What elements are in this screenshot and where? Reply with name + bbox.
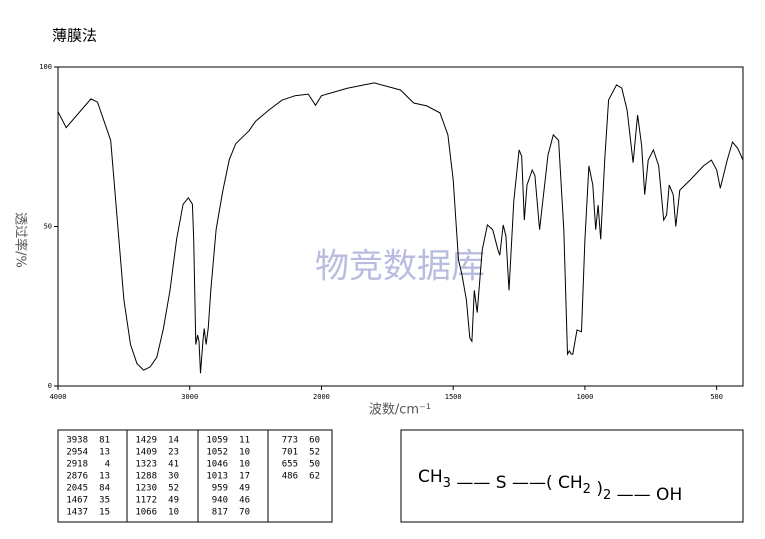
peak-wavenumber: 3938 (66, 436, 88, 446)
peak-wavenumber: 1230 (135, 484, 157, 494)
peak-transmittance: 49 (239, 484, 250, 494)
formula-part: 2 (603, 488, 611, 503)
peak-wavenumber: 1059 (206, 436, 228, 446)
peak-transmittance: 35 (99, 496, 110, 506)
chart-title: 薄膜法 (52, 27, 97, 45)
formula-part: CH (418, 467, 443, 487)
peak-wavenumber: 773 (282, 436, 298, 446)
formula-frame (400, 429, 744, 523)
peak-transmittance: 41 (168, 460, 179, 470)
peak-wavenumber: 959 (212, 484, 228, 494)
y-tick-label: 0 (48, 382, 52, 390)
peak-transmittance: 10 (239, 448, 250, 458)
peak-transmittance: 23 (168, 448, 179, 458)
y-tick-label: 100 (39, 63, 52, 71)
watermark: 物竞数据库 (315, 247, 485, 287)
peak-wavenumber: 1323 (135, 460, 157, 470)
peak-transmittance: 49 (168, 496, 179, 506)
peak-wavenumber: 2954 (66, 448, 88, 458)
x-tick-label: 500 (710, 393, 723, 401)
peak-transmittance: 52 (309, 448, 320, 458)
formula-part: —— S ——( CH (451, 473, 583, 493)
x-axis-label: 波数/cm⁻¹ (369, 403, 431, 418)
peak-wavenumber: 655 (282, 460, 298, 470)
peak-transmittance: 4 (105, 460, 110, 470)
peak-wavenumber: 817 (212, 508, 228, 518)
y-tick-label: 50 (44, 223, 52, 231)
peak-table-frame (57, 429, 333, 523)
peak-transmittance: 50 (309, 460, 320, 470)
peak-wavenumber: 2045 (66, 484, 88, 494)
peak-wavenumber: 701 (282, 448, 298, 458)
peak-transmittance: 62 (309, 472, 320, 482)
peak-wavenumber: 1409 (135, 448, 157, 458)
formula-part: 2 (583, 482, 591, 497)
x-tick-label: 2000 (313, 393, 330, 401)
peak-transmittance: 10 (168, 508, 179, 518)
peak-wavenumber: 1467 (66, 496, 88, 506)
peak-transmittance: 17 (239, 472, 250, 482)
peak-transmittance: 30 (168, 472, 179, 482)
peak-wavenumber: 1046 (206, 460, 228, 470)
peak-transmittance: 15 (99, 508, 110, 518)
peak-wavenumber: 486 (282, 472, 298, 482)
spectrum-line (57, 82, 744, 374)
peak-wavenumber: 1013 (206, 472, 228, 482)
peak-transmittance: 46 (239, 496, 250, 506)
peak-transmittance: 84 (99, 484, 110, 494)
x-tick-label: 1500 (445, 393, 462, 401)
peak-wavenumber: 2876 (66, 472, 88, 482)
peak-transmittance: 81 (99, 436, 110, 446)
peak-wavenumber: 1066 (135, 508, 157, 518)
x-tick-label: 4000 (50, 393, 67, 401)
x-tick-label: 1000 (576, 393, 593, 401)
peak-transmittance: 52 (168, 484, 179, 494)
x-tick-label: 3000 (181, 393, 198, 401)
structure-formula: CH3 —— S ——( CH2 )2 —— OH (418, 467, 682, 505)
peak-transmittance: 10 (239, 460, 250, 470)
peak-wavenumber: 1437 (66, 508, 88, 518)
formula-part: —— OH (611, 485, 682, 505)
peak-wavenumber: 1429 (135, 436, 157, 446)
formula-part: ) (591, 479, 603, 499)
peak-transmittance: 14 (168, 436, 179, 446)
peak-wavenumber: 1288 (135, 472, 157, 482)
peak-wavenumber: 2918 (66, 460, 88, 470)
peak-transmittance: 13 (99, 448, 110, 458)
peak-transmittance: 11 (239, 436, 250, 446)
formula-part: 3 (443, 476, 451, 491)
peak-transmittance: 60 (309, 436, 320, 446)
peak-transmittance: 70 (239, 508, 250, 518)
y-axis-label: 透过率/% (13, 212, 29, 268)
peak-wavenumber: 1172 (135, 496, 157, 506)
peak-wavenumber: 940 (212, 496, 228, 506)
peak-transmittance: 13 (99, 472, 110, 482)
peak-wavenumber: 1052 (206, 448, 228, 458)
